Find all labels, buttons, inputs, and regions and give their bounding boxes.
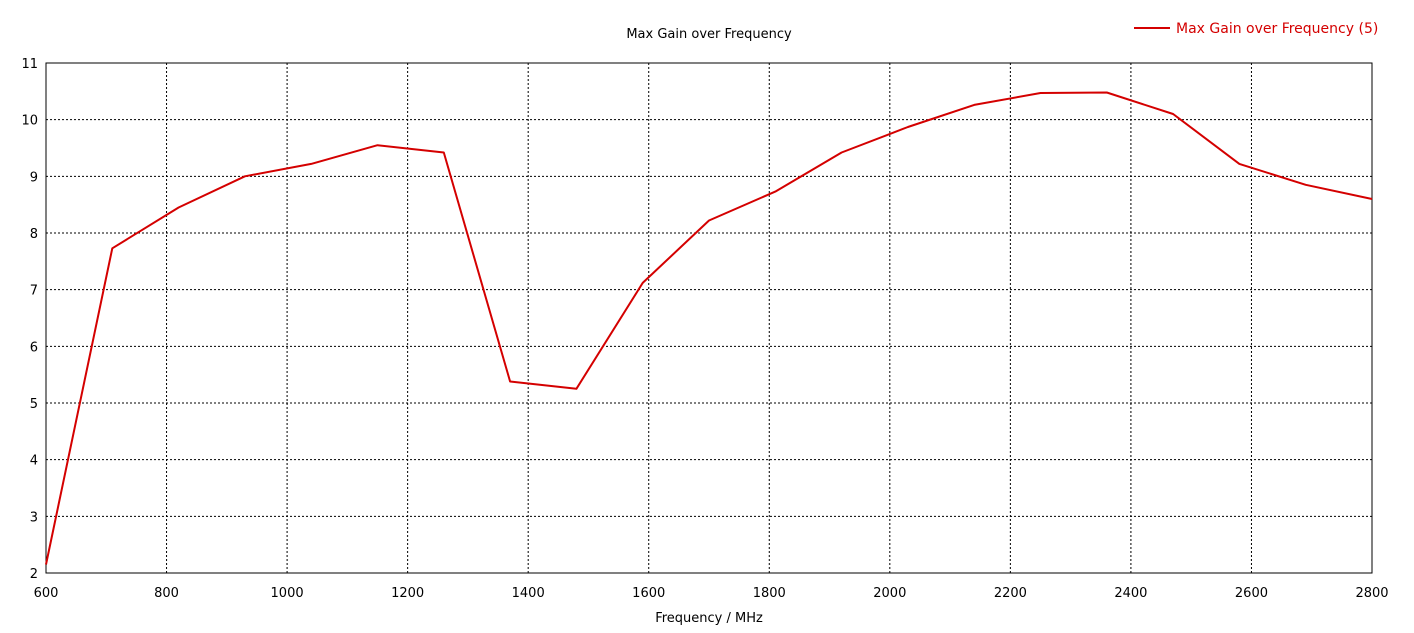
plot-frame	[45, 62, 1373, 574]
chart-title: Max Gain over Frequency	[626, 27, 792, 42]
x-tick-label: 1600	[632, 586, 665, 601]
x-tick-label: 2200	[994, 586, 1027, 601]
y-tick-label: 7	[30, 284, 38, 299]
x-tick-label: 800	[154, 586, 179, 601]
y-tick-label: 10	[21, 114, 38, 129]
x-tick-label: 1000	[271, 586, 304, 601]
y-axis-ticks: 2 3 4 5 6 7 8 9 10 11	[21, 57, 38, 582]
y-tick-label: 4	[30, 454, 38, 469]
x-tick-label: 2600	[1235, 586, 1268, 601]
x-tick-label: 600	[34, 586, 59, 601]
series-layer	[45, 91, 1373, 565]
legend: Max Gain over Frequency (5)	[1134, 21, 1378, 37]
x-axis-label: Frequency / MHz	[655, 611, 763, 626]
x-tick-label: 2000	[873, 586, 906, 601]
y-tick-label: 3	[30, 510, 38, 525]
x-tick-label: 2400	[1114, 586, 1147, 601]
y-tick-label: 6	[30, 340, 38, 355]
legend-label: Max Gain over Frequency (5)	[1176, 21, 1378, 37]
y-tick-label: 5	[30, 397, 38, 412]
y-tick-label: 11	[21, 57, 38, 72]
x-axis-ticks: 600 800 1000 1200 1400 1600 1800 2000 2200 2400 26…	[34, 586, 1389, 601]
y-tick-label: 2	[30, 567, 38, 582]
series-line	[45, 91, 1373, 565]
y-tick-label: 8	[30, 227, 38, 242]
x-tick-label: 1200	[391, 586, 424, 601]
grid-lines	[45, 62, 1373, 574]
x-tick-label: 1800	[753, 586, 786, 601]
x-tick-label: 2800	[1355, 586, 1388, 601]
x-tick-label: 1400	[512, 586, 545, 601]
y-tick-label: 9	[30, 170, 38, 185]
